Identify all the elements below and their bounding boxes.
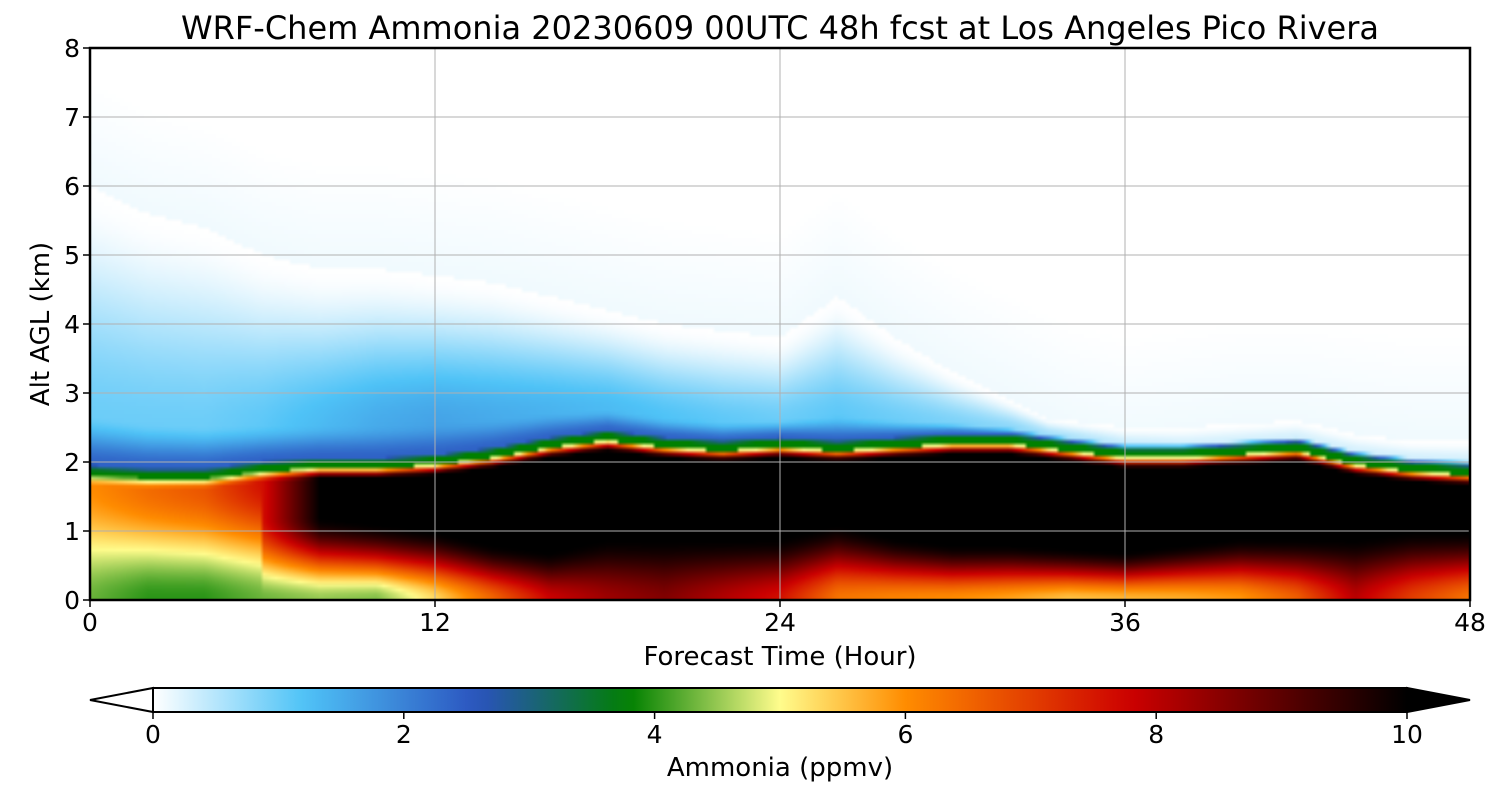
x-tick-label: 0 (82, 608, 98, 637)
y-tick-label: 4 (64, 310, 80, 339)
colorbar-tick-label: 0 (145, 720, 161, 749)
y-tick-label: 2 (64, 448, 80, 477)
x-axis-label: Forecast Time (Hour) (643, 642, 916, 672)
chart-title: WRF-Chem Ammonia 20230609 00UTC 48h fcst… (181, 9, 1379, 47)
y-tick-label: 1 (64, 517, 80, 546)
colorbar-tick-label: 2 (396, 720, 412, 749)
y-tick-label: 7 (64, 103, 80, 132)
y-tick-label: 3 (64, 379, 80, 408)
colorbar-frame (152, 687, 1408, 713)
y-axis: 0 1 2 3 4 5 6 7 8 (64, 34, 90, 615)
colorbar-ticks: 0 2 4 6 8 10 (145, 712, 1423, 749)
x-tick-label: 48 (1454, 608, 1486, 637)
colorbar-high-extension (1406, 686, 1471, 714)
colorbar-body (153, 688, 1407, 712)
plot-area (88, 46, 1472, 602)
x-tick-label: 24 (764, 608, 796, 637)
colorbar-label: Ammonia (ppmv) (667, 753, 893, 783)
y-tick-label: 8 (64, 34, 80, 63)
x-axis: 0 12 24 36 48 (82, 600, 1486, 637)
colorbar: 0 2 4 6 8 10 Ammonia (ppmv) (89, 686, 1471, 783)
y-tick-label: 0 (64, 586, 80, 615)
y-axis-label: Alt AGL (km) (26, 242, 56, 406)
colorbar-low-extension (89, 686, 154, 714)
colorbar-tick-label: 8 (1148, 720, 1164, 749)
y-tick-label: 5 (64, 241, 80, 270)
grid-lines (90, 48, 1470, 600)
colorbar-tick-label: 6 (897, 720, 913, 749)
colorbar-tick-label: 4 (647, 720, 663, 749)
x-tick-label: 12 (419, 608, 451, 637)
x-tick-label: 36 (1109, 608, 1141, 637)
y-tick-label: 6 (64, 172, 80, 201)
colorbar-tick-label: 10 (1391, 720, 1423, 749)
